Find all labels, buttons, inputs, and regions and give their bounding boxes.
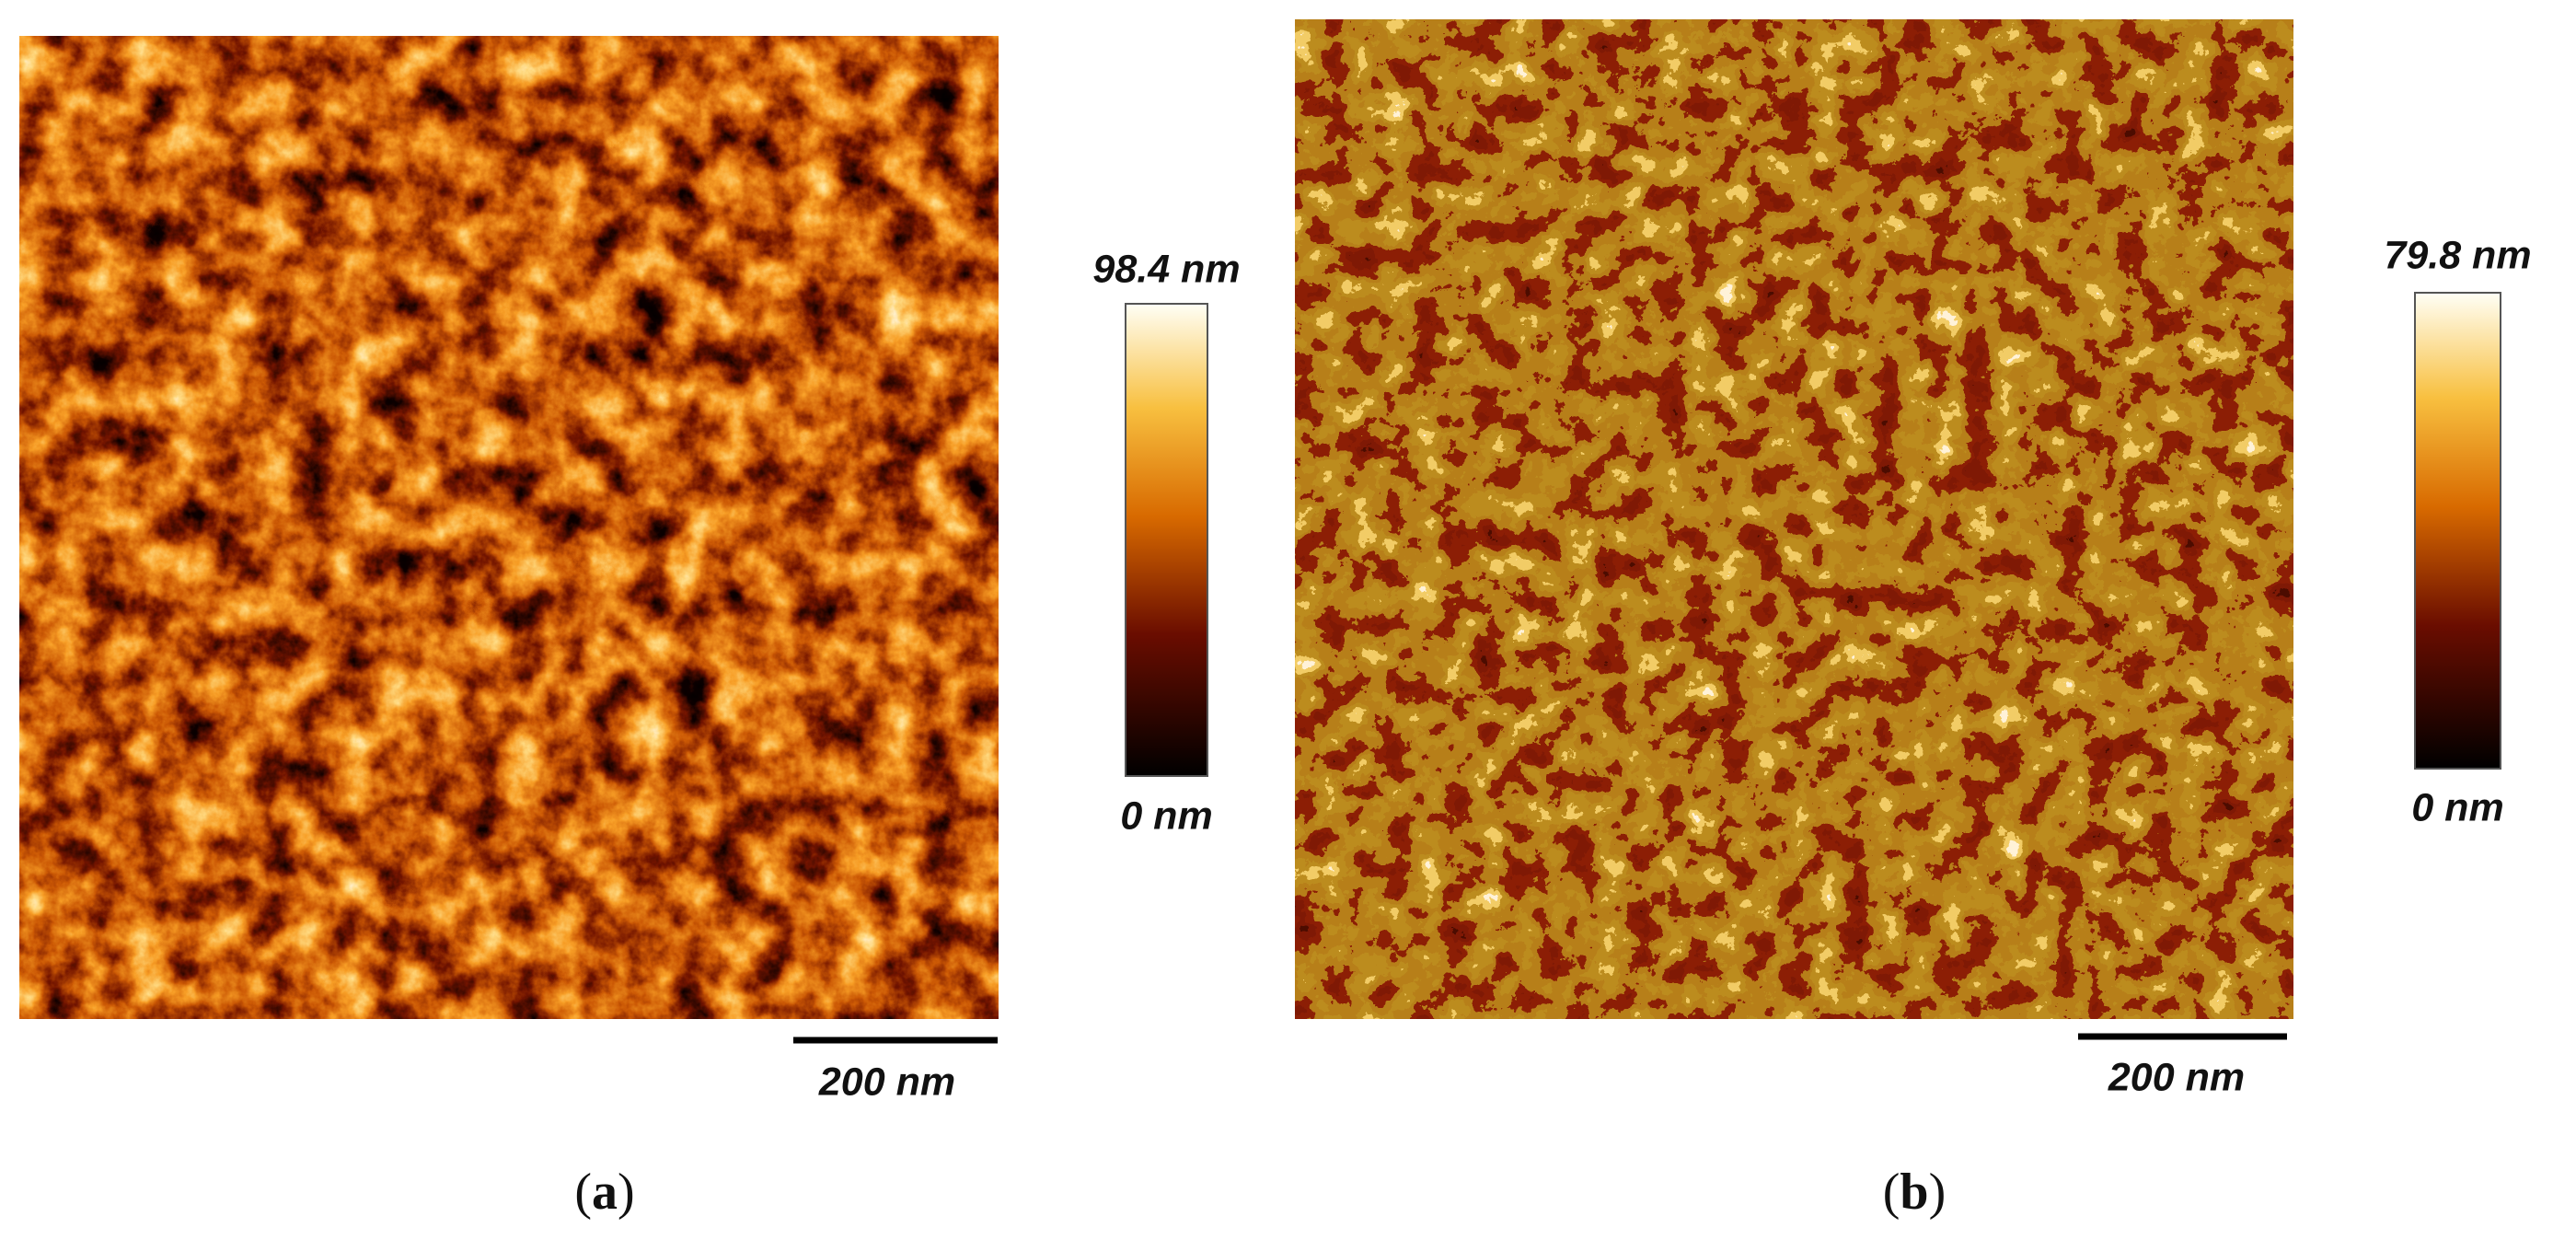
- colorbar-min-label: 0 nm: [2411, 785, 2503, 829]
- panel-caption: (b): [1883, 1164, 1946, 1221]
- caption-part: (: [1883, 1164, 1900, 1221]
- colorbar-min-label: 0 nm: [1120, 793, 1212, 838]
- afm-image: [19, 36, 999, 1019]
- caption-part: ): [1929, 1164, 1946, 1221]
- caption-part: (: [574, 1164, 592, 1221]
- colorbar-max-label: 79.8 nm: [2384, 233, 2531, 277]
- panel: 98.4 nm 0 nm 200 nm (a): [19, 36, 1241, 1221]
- afm-image: [1295, 19, 2293, 1019]
- caption-part: a: [592, 1164, 618, 1221]
- colorbar: [1125, 303, 1208, 777]
- panel: 79.8 nm 0 nm 200 nm (b): [1295, 19, 2532, 1221]
- panel-caption: (a): [574, 1164, 634, 1221]
- caption-part: b: [1900, 1164, 1928, 1221]
- scale-bar-label: 200 nm: [2108, 1055, 2245, 1099]
- caption-part: ): [618, 1164, 635, 1221]
- scale-bar-label: 200 nm: [818, 1060, 955, 1104]
- colorbar-max-label: 98.4 nm: [1092, 247, 1240, 291]
- colorbar: [2414, 292, 2501, 770]
